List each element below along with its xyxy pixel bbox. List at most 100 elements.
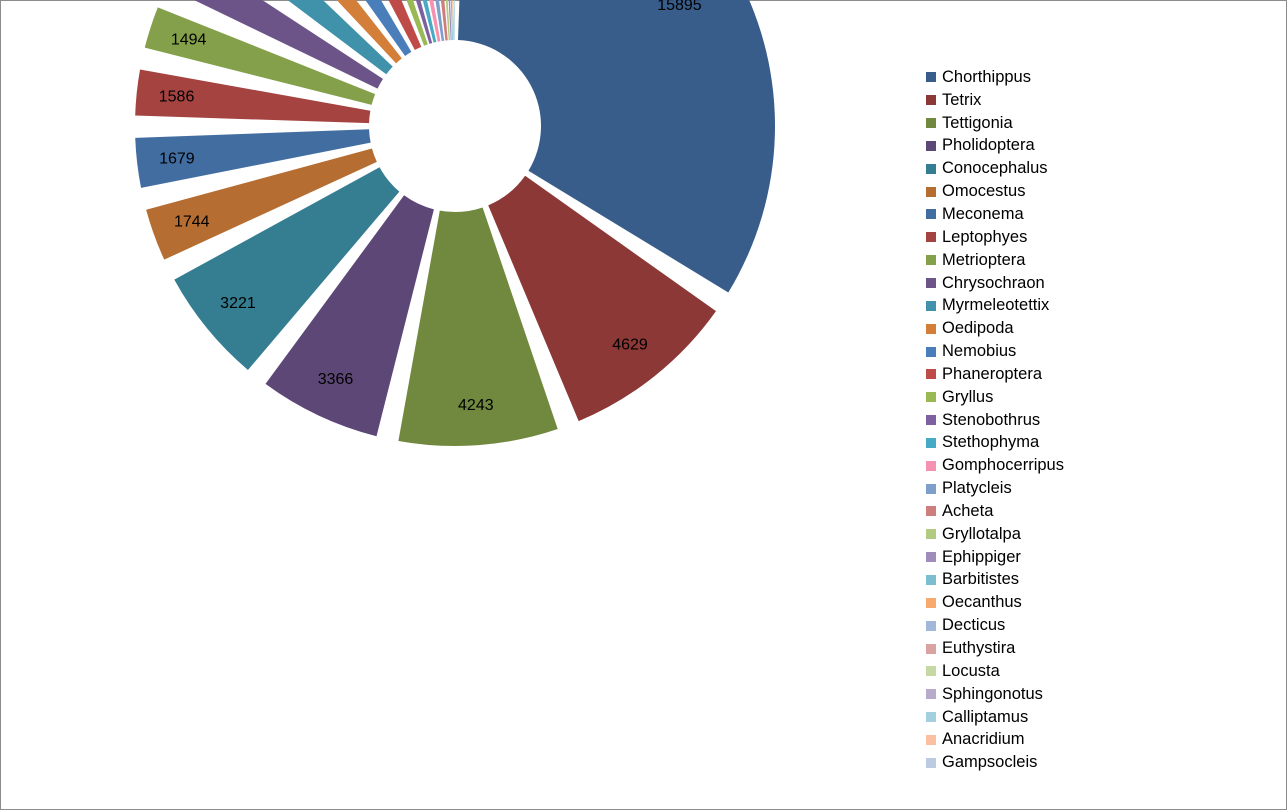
slice-myrmeleotettix [287, 0, 393, 75]
legend-item: Acheta [926, 500, 1064, 523]
legend-label: Gryllotalpa [942, 524, 1021, 543]
legend-swatch [926, 140, 936, 151]
slice-chorthippus [458, 0, 775, 293]
legend-swatch [926, 552, 936, 563]
legend-item: Gomphocerripus [926, 454, 1064, 477]
legend-label: Decticus [942, 616, 1006, 635]
slice-gryllotalpa [445, 0, 451, 41]
slice-metrioptera [144, 7, 376, 105]
legend-label: Gryllus [942, 387, 994, 406]
legend-item: Gryllus [926, 386, 1064, 409]
legend-label: Sphingonotus [942, 684, 1043, 703]
slice-sphingonotus [453, 0, 455, 41]
slice-calliptamus [453, 0, 455, 41]
legend-label: Meconema [942, 204, 1024, 223]
legend-item: Myrmeleotettix [926, 294, 1064, 317]
data-label: 3221 [220, 295, 256, 312]
slice-locusta [453, 0, 455, 41]
legend-swatch [926, 689, 936, 700]
legend-swatch [926, 757, 936, 768]
data-label: 1679 [159, 150, 195, 167]
legend-swatch [926, 529, 936, 540]
legend-item: Ephippiger [926, 546, 1064, 569]
legend-item: Platycleis [926, 477, 1064, 500]
legend-label: Chrysochraon [942, 273, 1045, 292]
legend-label: Oedipoda [942, 319, 1014, 338]
slice-pholidoptera [265, 195, 434, 437]
data-label: 1586 [159, 89, 195, 106]
legend-swatch [926, 734, 936, 745]
slice-omocestus [146, 148, 377, 260]
legend-label: Gomphocerripus [942, 456, 1064, 475]
legend-label: Tettigonia [942, 113, 1013, 132]
legend-swatch [926, 620, 936, 631]
legend-item: Omocestus [926, 180, 1064, 203]
legend-swatch [926, 346, 936, 357]
legend-label: Locusta [942, 661, 1000, 680]
legend-item: Decticus [926, 614, 1064, 637]
legend-swatch [926, 643, 936, 654]
legend-swatch [926, 232, 936, 243]
slice-platycleis [435, 0, 445, 42]
slice-meconema [135, 129, 371, 188]
legend-swatch [926, 415, 936, 426]
legend-swatch [926, 574, 936, 585]
slice-chrysochraon [193, 0, 384, 89]
legend-swatch [926, 460, 936, 471]
legend-swatch [926, 392, 936, 403]
legend-label: Anacridium [942, 730, 1025, 749]
legend-item: Gryllotalpa [926, 523, 1064, 546]
legend-item: Tetrix [926, 89, 1064, 112]
slice-euthystira [453, 0, 455, 41]
legend-swatch [926, 278, 936, 289]
data-label: 1744 [174, 213, 210, 230]
legend-item: Locusta [926, 660, 1064, 683]
legend-label: Tetrix [942, 90, 982, 109]
legend-swatch [926, 95, 936, 106]
legend-label: Euthystira [942, 639, 1016, 658]
legend-item: Tettigonia [926, 112, 1064, 135]
data-label: 15895 [657, 0, 702, 14]
legend-item: Barbitistes [926, 569, 1064, 592]
legend-item: Gampsocleis [926, 751, 1064, 774]
slice-decticus [453, 0, 454, 41]
legend-item: Oecanthus [926, 591, 1064, 614]
legend-label: Leptophyes [942, 227, 1028, 246]
slice-conocephalus [174, 167, 400, 370]
legend-swatch [926, 483, 936, 494]
legend: Chorthippus Tetrix Tettigonia Pholidoptera C… [926, 66, 1064, 774]
slice-stethophyma [422, 0, 437, 43]
data-label: 1494 [171, 32, 207, 49]
slice-acheta [440, 0, 448, 41]
legend-swatch [926, 163, 936, 174]
slice-oedipoda [336, 0, 402, 64]
legend-swatch [926, 72, 936, 83]
legend-label: Stenobothrus [942, 410, 1041, 429]
slice-leptophyes [135, 69, 371, 124]
legend-item: Leptophyes [926, 226, 1064, 249]
legend-swatch [926, 369, 936, 380]
legend-label: Ephippiger [942, 547, 1021, 566]
slice-nemobius [365, 0, 412, 56]
legend-item: Nemobius [926, 340, 1064, 363]
legend-item: Meconema [926, 203, 1064, 226]
legend-label: Pholidoptera [942, 136, 1035, 155]
legend-swatch [926, 666, 936, 677]
legend-item: Calliptamus [926, 706, 1064, 729]
legend-swatch [926, 186, 936, 197]
legend-item: Phaneroptera [926, 363, 1064, 386]
legend-item: Euthystira [926, 637, 1064, 660]
slice-gryllus [406, 0, 428, 46]
legend-item: Conocephalus [926, 157, 1064, 180]
legend-item: Metrioptera [926, 249, 1064, 272]
legend-label: Platycleis [942, 479, 1012, 498]
legend-item: Stenobothrus [926, 409, 1064, 432]
legend-label: Barbitistes [942, 570, 1020, 589]
legend-swatch [926, 300, 936, 311]
slice-oecanthus [452, 0, 454, 41]
legend-swatch [926, 597, 936, 608]
legend-item: Chrysochraon [926, 272, 1064, 295]
legend-swatch [926, 323, 936, 334]
legend-label: Gampsocleis [942, 753, 1038, 772]
